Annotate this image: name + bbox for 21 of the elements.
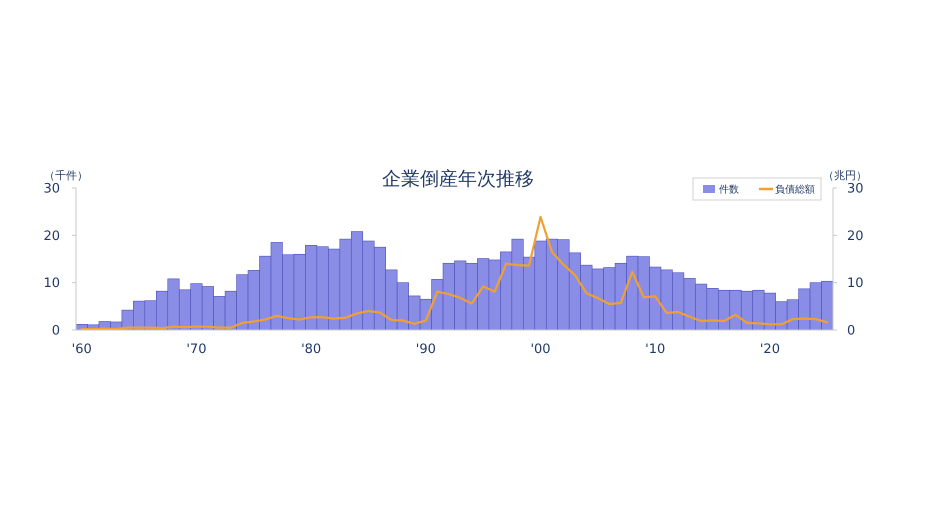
y2-axis-title: （兆円）: [823, 169, 867, 182]
y2-tick-label: 10: [847, 276, 864, 292]
legend-label: 負債総額: [775, 184, 815, 196]
x-tick-label: '90: [416, 342, 436, 357]
y-tick-label: 10: [43, 276, 60, 292]
y2-tick-label: 20: [847, 228, 864, 244]
legend-label: 件数: [719, 184, 739, 196]
x-tick-label: '00: [530, 342, 551, 357]
x-tick-label: '60: [72, 342, 92, 357]
x-tick-label: '10: [645, 342, 666, 357]
x-tick-label: '80: [301, 342, 322, 357]
y2-tick-label: 30: [847, 182, 864, 197]
y2-tick-label: 0: [847, 324, 856, 339]
x-tick-label: '20: [760, 342, 780, 357]
y-axis-title: （千件）: [44, 169, 88, 182]
y-tick-label: 0: [52, 324, 60, 339]
y-tick-label: 20: [43, 228, 60, 244]
y-tick-label: 30: [43, 182, 60, 197]
chart-title: 企業倒産年次推移: [382, 168, 534, 190]
line-series: [80, 216, 828, 330]
x-tick-label: '70: [186, 342, 206, 357]
